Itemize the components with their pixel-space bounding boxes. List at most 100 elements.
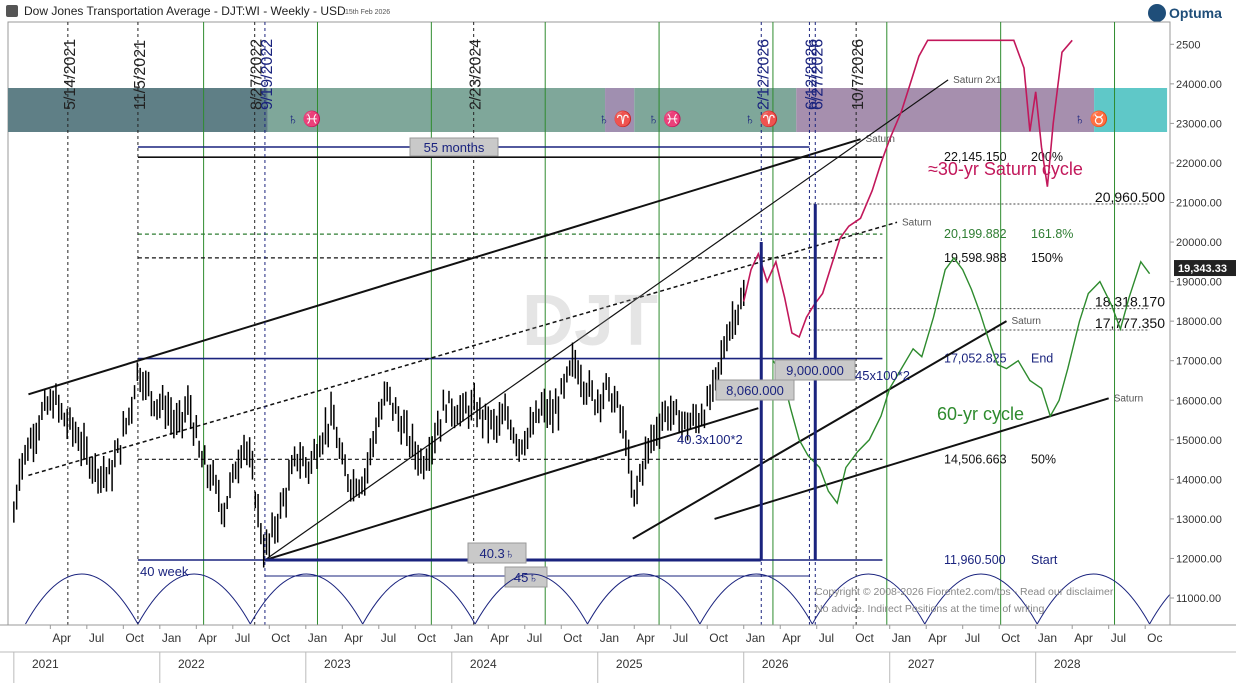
price-bars <box>13 279 745 568</box>
x-month-label: Jul <box>965 631 980 645</box>
trendline-label: Saturn 2x1 <box>953 75 1002 86</box>
zodiac-mark: ♄ ♓ <box>287 110 321 128</box>
box-8060 <box>715 379 795 401</box>
x-month-label: Jan <box>600 631 619 645</box>
y-tick-label: 19000.00 <box>1176 277 1222 289</box>
app-logo-icon <box>6 5 18 17</box>
zodiac-mark: ♄ ♈ <box>598 110 632 128</box>
x-year-label: 2023 <box>324 657 351 671</box>
cycle-arc <box>699 573 813 625</box>
chart-date: 15th Feb 2026 <box>345 9 391 16</box>
trendline <box>632 320 1008 540</box>
cycle-arc <box>1036 573 1151 625</box>
red-projection-line <box>742 39 1073 339</box>
tag-45-box <box>504 566 548 588</box>
x-month-label: Apr <box>344 631 363 645</box>
zodiac-band-segment <box>796 88 1095 132</box>
x-year-label: 2027 <box>908 657 935 671</box>
x-month-label: Oct <box>271 631 290 645</box>
zodiac-mark: ♄ ♈ <box>744 110 778 128</box>
level-value-label: 14,506.663 <box>944 452 1007 466</box>
date-line-label: 5/14/2021 <box>62 39 79 110</box>
y-tick-label: 11000.00 <box>1176 593 1221 605</box>
box-8060-label: 8,060.000 <box>726 383 784 398</box>
y-tick-label: 20000.00 <box>1176 237 1222 249</box>
price-level-label: 17,777.350 <box>1095 315 1165 331</box>
trendline-label: Saturn <box>902 217 931 228</box>
months-label: 55 months <box>424 140 485 155</box>
cycle-arc <box>811 573 926 625</box>
x-year-label: 2026 <box>762 657 789 671</box>
x-month-label: Jan <box>892 631 911 645</box>
y-tick-label: 18000.00 <box>1176 316 1222 328</box>
level-value-label: 20,199.882 <box>944 227 1007 241</box>
x-month-label: Oct <box>563 631 582 645</box>
box-9000 <box>774 359 856 381</box>
x-month-label: Jan <box>454 631 473 645</box>
brand-mark-icon <box>1148 4 1166 22</box>
cycle-arc <box>587 573 701 625</box>
trendline-label: Saturn <box>1012 316 1041 327</box>
x-month-label: Apr <box>636 631 655 645</box>
cycle-arc <box>474 573 588 625</box>
fan-4030-label: 40.3x100*2 <box>677 432 743 447</box>
x-month-label: Oct <box>417 631 436 645</box>
y-tick-label: 16000.00 <box>1176 395 1222 407</box>
x-month-label: Oct <box>855 631 874 645</box>
date-line-label: 9/19/2022 <box>259 39 276 110</box>
x-month-label: Jan <box>162 631 181 645</box>
x-month-label: Apr <box>490 631 509 645</box>
y-tick-label: 2500 <box>1176 39 1200 51</box>
zodiac-mark: ♄ ♓ <box>648 110 682 128</box>
x-year-label: 2024 <box>470 657 497 671</box>
x-year-label: 2021 <box>32 657 59 671</box>
x-month-label: Jan <box>308 631 327 645</box>
y-tick-label: 15000.00 <box>1176 435 1222 447</box>
brand-name: Optuma <box>1169 5 1222 21</box>
y-tick-label: 14000.00 <box>1176 474 1222 486</box>
cycle-arc <box>924 573 1038 625</box>
last-price-label: 19,343.33 <box>1178 263 1227 275</box>
zodiac-mark: ♄ ♉ <box>1074 110 1108 128</box>
trendline-label: Saturn <box>1114 393 1143 404</box>
level-value-label: 17,052.825 <box>944 352 1007 366</box>
date-line-label: 10/7/2026 <box>850 39 867 110</box>
x-month-label: Apr <box>782 631 801 645</box>
trendline <box>264 407 759 561</box>
trendline <box>28 138 861 396</box>
x-month-label: Oct <box>125 631 144 645</box>
copyright-note: Copyright © 2008-2026 Fiorente2.com/tos … <box>815 586 1114 598</box>
level-pct-label: End <box>1031 352 1053 366</box>
x-month-label: Jul <box>1111 631 1126 645</box>
weeks-label: 40 week <box>140 564 189 579</box>
level-value-label: 22,145.150 <box>944 150 1007 164</box>
x-month-label: Apr <box>52 631 71 645</box>
zodiac-band-segment <box>605 88 635 132</box>
x-month-label: Apr <box>1074 631 1093 645</box>
months-label-box <box>409 137 499 157</box>
y-tick-label: 12000.00 <box>1176 553 1222 565</box>
level-pct-label: Start <box>1031 553 1058 567</box>
zodiac-band-segment <box>1094 88 1168 132</box>
brand-logo: Optuma <box>1148 3 1222 23</box>
advice-note: No advice. Indirect Positions at the tim… <box>815 603 1045 615</box>
y-tick-label: 22000.00 <box>1176 158 1222 170</box>
x-month-label: Jul <box>527 631 542 645</box>
zodiac-band-segment <box>634 88 797 132</box>
trendline <box>714 397 1109 520</box>
date-line-label: 2/23/2024 <box>468 39 485 110</box>
tag-403: 40.3♄ <box>479 546 514 561</box>
x-month-label: Jan <box>746 631 765 645</box>
y-axis-area <box>1170 22 1236 625</box>
x-month-label: Jul <box>235 631 250 645</box>
saturn-cycle-label: ≈30-yr Saturn cycle <box>928 159 1083 179</box>
x-month-label: Oc <box>1147 631 1162 645</box>
x-axis-area <box>0 625 1236 683</box>
date-line-label: 8/27/2022 <box>249 39 266 110</box>
fan-45-label: 45x100*2 <box>855 368 910 383</box>
x-year-label: 2022 <box>178 657 205 671</box>
y-tick-label: 24000.00 <box>1176 79 1222 91</box>
x-month-label: Oct <box>709 631 728 645</box>
x-year-label: 2028 <box>1054 657 1081 671</box>
